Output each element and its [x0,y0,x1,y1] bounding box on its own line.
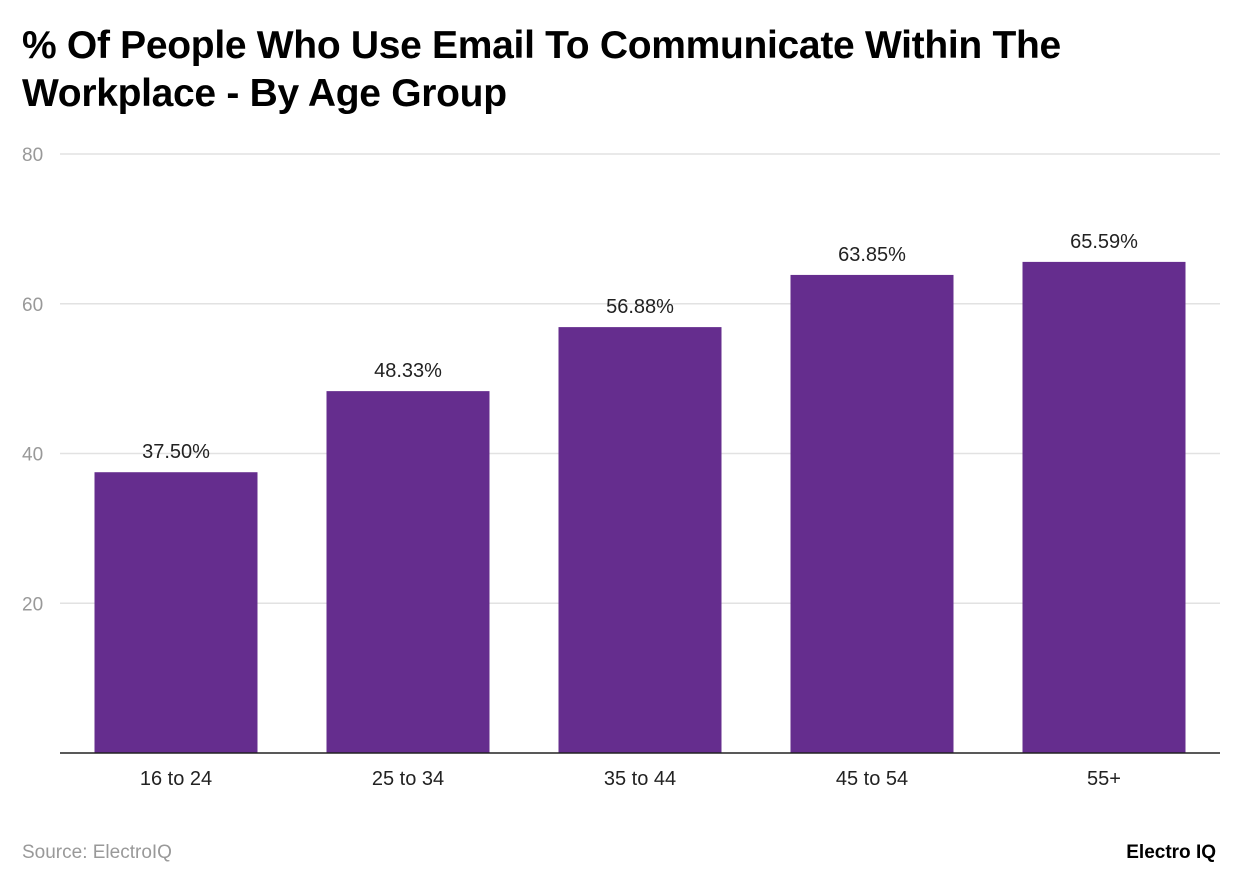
bar [1022,261,1186,753]
data-label: 63.85% [838,244,906,266]
x-tick-label: 25 to 34 [372,768,444,790]
data-label: 56.88% [606,296,674,318]
data-label: 65.59% [1070,231,1138,253]
y-tick-label: 80 [22,145,43,166]
x-tick-label: 55+ [1087,768,1121,790]
bar [790,274,954,753]
x-tick-label: 16 to 24 [140,768,212,790]
data-label: 48.33% [374,360,442,382]
x-tick-label: 45 to 54 [836,768,908,790]
bar [558,327,722,753]
data-label: 37.50% [142,441,210,463]
y-tick-label: 60 [22,295,43,316]
electroiq-logo: Electro IQ [1126,842,1216,863]
bar [326,391,490,753]
source-note: Source: ElectroIQ [22,842,172,863]
bar [94,472,258,753]
y-tick-label: 40 [22,445,43,466]
chart-title: % Of People Who Use Email To Communicate… [22,24,1061,115]
x-tick-label: 35 to 44 [604,768,676,790]
y-tick-label: 20 [22,594,43,615]
